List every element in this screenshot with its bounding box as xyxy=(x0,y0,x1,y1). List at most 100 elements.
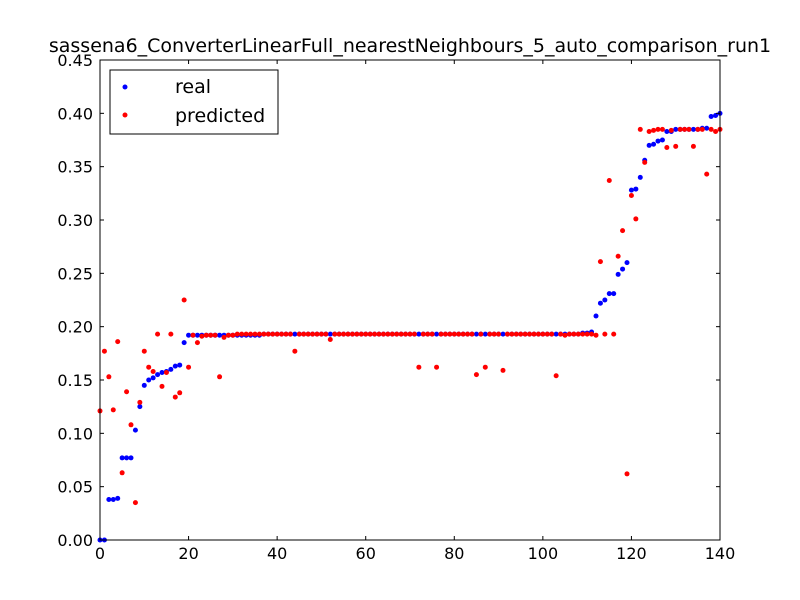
real-point xyxy=(194,332,200,338)
predicted-point xyxy=(137,399,143,405)
predicted-point xyxy=(518,331,524,337)
predicted-point xyxy=(208,332,214,338)
predicted-point xyxy=(163,370,169,376)
real-point xyxy=(633,186,639,192)
series-predicted xyxy=(97,126,723,506)
predicted-point xyxy=(633,216,639,222)
predicted-point xyxy=(155,331,161,337)
predicted-point xyxy=(234,331,240,337)
predicted-point xyxy=(141,348,147,354)
predicted-point xyxy=(146,364,152,370)
predicted-point xyxy=(655,126,661,132)
predicted-point xyxy=(336,331,342,337)
predicted-point xyxy=(296,331,302,337)
y-tick-label: 0.15 xyxy=(57,371,93,390)
y-tick-label: 0.00 xyxy=(57,531,93,550)
real-point xyxy=(473,331,479,337)
predicted-point xyxy=(305,331,311,337)
predicted-point xyxy=(128,422,134,428)
predicted-point xyxy=(522,331,528,337)
predicted-point xyxy=(119,470,125,476)
predicted-point xyxy=(217,374,223,380)
predicted-point xyxy=(597,259,603,265)
predicted-point xyxy=(341,331,347,337)
predicted-point xyxy=(611,331,617,337)
real-point xyxy=(141,382,147,388)
predicted-point xyxy=(310,331,316,337)
real-point xyxy=(673,126,679,132)
real-point xyxy=(124,455,130,461)
predicted-point xyxy=(407,331,413,337)
predicted-point xyxy=(513,331,519,337)
predicted-point xyxy=(243,331,249,337)
x-tick-label: 40 xyxy=(267,544,287,563)
y-tick-label: 0.30 xyxy=(57,211,93,230)
legend-box xyxy=(109,69,279,135)
predicted-point xyxy=(416,364,422,370)
y-tick-label: 0.05 xyxy=(57,478,93,497)
predicted-point xyxy=(527,331,533,337)
real-point xyxy=(646,142,652,148)
real-point xyxy=(664,128,670,134)
predicted-point xyxy=(456,331,462,337)
real-point xyxy=(659,137,665,143)
predicted-point xyxy=(686,126,692,132)
predicted-point xyxy=(682,126,688,132)
predicted-point xyxy=(465,331,471,337)
predicted-point xyxy=(606,178,612,184)
predicted-point xyxy=(713,128,719,134)
predicted-point xyxy=(668,127,674,133)
predicted-point xyxy=(265,331,271,337)
real-point xyxy=(146,377,152,383)
predicted-point xyxy=(624,471,630,477)
real-point xyxy=(655,138,661,144)
y-tick-label: 0.40 xyxy=(57,104,93,123)
predicted-point xyxy=(314,331,320,337)
predicted-point xyxy=(491,331,497,337)
legend-marker-real xyxy=(122,84,128,90)
predicted-point xyxy=(199,333,205,339)
predicted-point xyxy=(482,364,488,370)
predicted-point xyxy=(252,331,258,337)
plot-area xyxy=(97,110,723,543)
predicted-point xyxy=(429,331,435,337)
predicted-point xyxy=(496,331,502,337)
predicted-point xyxy=(389,331,395,337)
predicted-point xyxy=(270,331,276,337)
x-tick-label: 0 xyxy=(95,544,105,563)
predicted-point xyxy=(172,394,178,400)
legend-label-predicted: predicted xyxy=(175,105,265,127)
predicted-point xyxy=(159,383,165,389)
real-point xyxy=(690,126,696,132)
predicted-point xyxy=(363,331,369,337)
predicted-point xyxy=(101,348,107,354)
predicted-point xyxy=(301,331,307,337)
real-point xyxy=(177,362,183,368)
predicted-point xyxy=(274,331,280,337)
predicted-point xyxy=(150,368,156,374)
predicted-point xyxy=(115,339,121,345)
real-point xyxy=(119,455,125,461)
real-point xyxy=(172,363,178,369)
predicted-point xyxy=(168,331,174,337)
real-point xyxy=(708,114,714,120)
real-point xyxy=(150,375,156,381)
predicted-point xyxy=(186,364,192,370)
real-point xyxy=(186,332,192,338)
predicted-point xyxy=(478,331,484,337)
real-point xyxy=(115,495,121,501)
predicted-point xyxy=(367,331,373,337)
predicted-point xyxy=(571,331,577,337)
predicted-point xyxy=(575,331,581,337)
predicted-point xyxy=(628,192,634,198)
x-tick-label: 100 xyxy=(528,544,559,563)
predicted-point xyxy=(425,331,431,337)
real-point xyxy=(159,370,165,376)
predicted-point xyxy=(177,390,183,396)
y-tick-label: 0.10 xyxy=(57,424,93,443)
real-point xyxy=(597,300,603,306)
predicted-point xyxy=(558,331,564,337)
predicted-point xyxy=(225,332,231,338)
predicted-point xyxy=(279,331,285,337)
